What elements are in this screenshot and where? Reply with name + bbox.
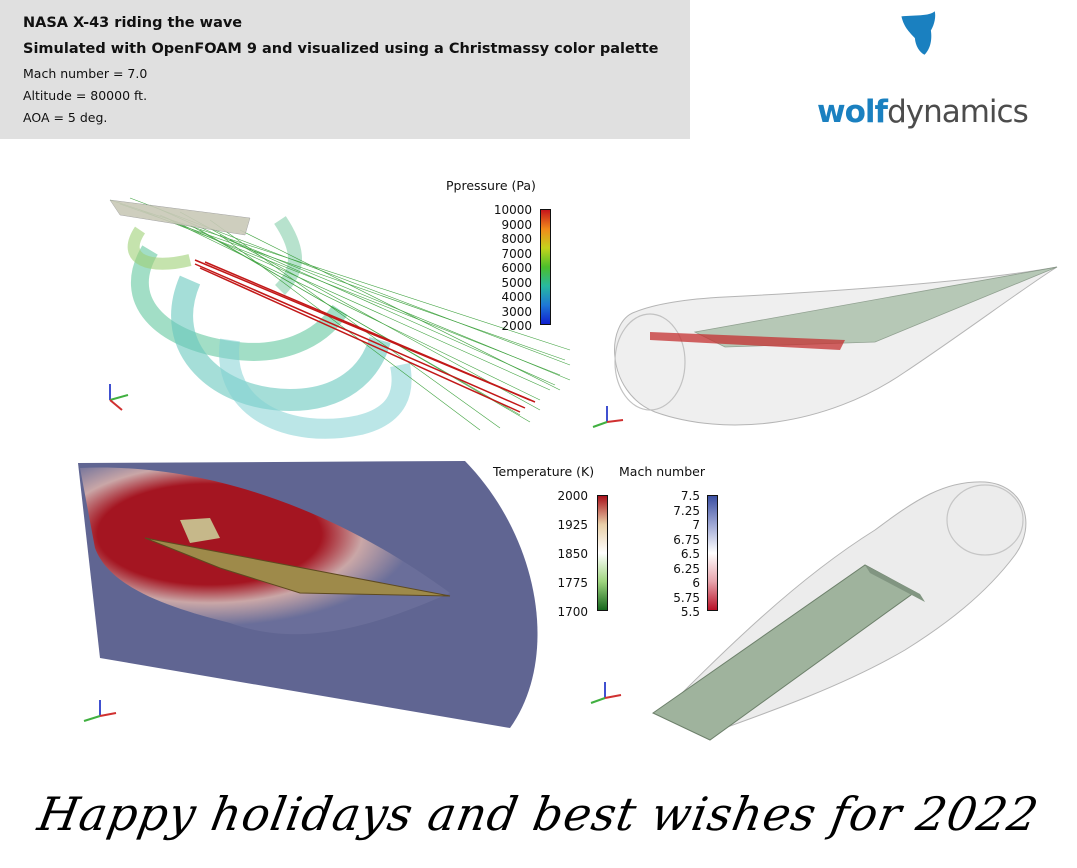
temperature-colorbar	[597, 495, 608, 611]
title: NASA X-43 riding the wave	[23, 15, 243, 31]
temperature-colorbar-ticks: 2000 1925 1850 1775 1700	[557, 489, 588, 619]
param-mach: Mach number = 7.0	[23, 66, 148, 81]
mach-colorbar-ticks: 7.5 7.25 7 6.75 6.5 6.25 6 5.75 5.5	[673, 489, 700, 619]
temperature-slice-panel	[78, 461, 538, 728]
param-aoa: AOA = 5 deg.	[23, 110, 108, 125]
pressure-colorbar	[540, 209, 551, 325]
mach-colorbar-title: Mach number	[619, 464, 705, 479]
holiday-greeting: Happy holidays and best wishes for 2022	[33, 787, 1044, 841]
shock-surface-panel-top	[592, 266, 1058, 428]
mach-colorbar	[707, 495, 718, 611]
pressure-colorbar-title: Ppressure (Pa)	[446, 178, 536, 193]
pressure-streamlines-panel	[109, 197, 571, 439]
pressure-colorbar-ticks: 10000 9000 8000 7000 6000 5000 4000 3000…	[493, 203, 532, 333]
axes-triad-icon	[109, 384, 129, 411]
wolf-head-icon	[901, 11, 936, 55]
info-box: NASA X-43 riding the wave Simulated with…	[0, 0, 690, 139]
param-altitude: Altitude = 80000 ft.	[23, 88, 148, 103]
logo-text: wolfdynamics	[817, 94, 1029, 130]
temperature-colorbar-title: Temperature (K)	[493, 464, 595, 479]
subtitle: Simulated with OpenFOAM 9 and visualized…	[23, 41, 659, 57]
shock-surface-panel-bottom	[590, 481, 1027, 741]
